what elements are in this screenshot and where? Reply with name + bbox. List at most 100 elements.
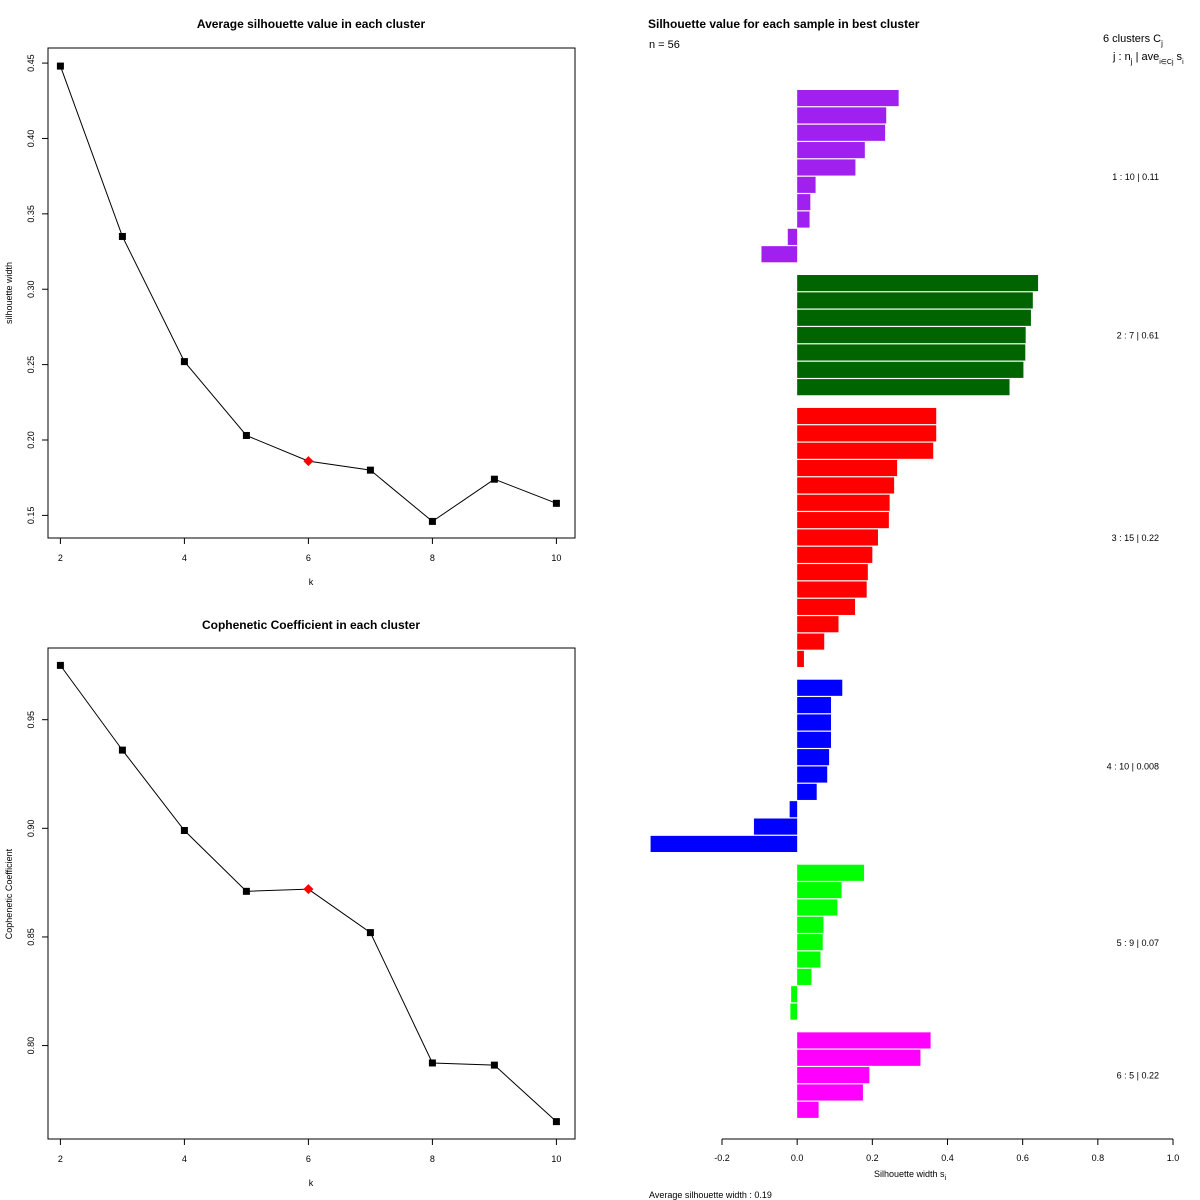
cophenetic-chart-title: Cophenetic Coefficient in each cluster — [202, 618, 420, 632]
data-point — [552, 1118, 560, 1126]
cophenetic-line-chart: Cophenetic Coefficient in each cluster 2… — [4, 618, 576, 1188]
silhouette-line-chart: Average silhouette value in each cluster… — [4, 17, 576, 587]
silhouette-bar — [797, 766, 828, 783]
data-point — [490, 475, 498, 483]
data-point — [118, 232, 126, 240]
silhouette-bar — [797, 916, 824, 933]
cluster-label: 3 : 15 | 0.22 — [1112, 533, 1159, 543]
silhouette-bar — [797, 951, 821, 968]
silhouette-bar — [787, 228, 798, 245]
clusters-header-line2: j : nj | avei∈Cj si — [1112, 51, 1184, 66]
silhouette-bar — [797, 714, 831, 731]
data-point — [366, 929, 374, 937]
silhouette-bar — [797, 749, 830, 766]
data-point — [552, 499, 560, 507]
data-point — [56, 661, 64, 669]
x-tick-label: 4 — [182, 1154, 187, 1164]
silhouette-bar — [797, 899, 838, 916]
silhouette-bar — [797, 1049, 921, 1066]
best-k-point — [303, 884, 314, 895]
x-tick-label: 0.2 — [866, 1153, 879, 1163]
cophenetic-y-label: Cophenetic Coefficient — [4, 848, 14, 939]
best-k-point — [303, 456, 314, 467]
silhouette-bar — [797, 124, 886, 141]
cluster-label: 2 : 7 | 0.61 — [1117, 331, 1159, 341]
y-tick-label: 0.15 — [26, 507, 36, 525]
silhouette-bar — [797, 968, 812, 985]
x-tick-label: 0.8 — [1092, 1153, 1105, 1163]
clusters-header-line1: 6 clusters Cj — [1103, 33, 1163, 48]
silhouette-bar — [797, 107, 887, 124]
x-tick-label: 0.0 — [791, 1153, 804, 1163]
silhouette-bar — [797, 176, 816, 193]
silhouette-bar — [650, 835, 798, 852]
silhouette-bar — [797, 425, 937, 442]
silhouette-bar — [791, 986, 798, 1003]
silhouette-bar — [797, 882, 842, 899]
silhouette-width-label: Silhouette width si — [874, 1169, 947, 1182]
cluster-label: 4 : 10 | 0.008 — [1107, 761, 1159, 771]
x-tick-label: 6 — [306, 553, 311, 563]
cluster-labels: 1 : 10 | 0.11 2 : 7 | 0.61 3 : 15 | 0.22 4 … — [1107, 172, 1159, 1081]
y-tick-label: 0.35 — [26, 205, 36, 223]
silhouette-bar — [797, 512, 889, 529]
x-tick-label: 6 — [306, 1154, 311, 1164]
silhouette-bar — [790, 1003, 798, 1020]
silhouette-bar — [789, 801, 798, 818]
silhouette-bar — [797, 407, 937, 425]
silhouette-bar — [797, 211, 810, 228]
silhouette-bar — [797, 581, 867, 598]
y-tick-label: 0.95 — [26, 711, 36, 729]
x-tick-label: 1.0 — [1167, 1153, 1180, 1163]
silhouette-bar — [797, 494, 890, 511]
silhouette-chart-title: Average silhouette value in each cluster — [197, 17, 426, 31]
cophenetic-y-axis: 0.80 0.85 0.90 0.95 — [26, 711, 49, 1054]
silhouette-bar — [797, 1032, 931, 1049]
silhouette-bar — [753, 818, 798, 835]
data-point — [118, 746, 126, 754]
silhouette-width-axis: -0.2 0.0 0.2 0.4 0.6 0.8 1.0 — [714, 1138, 1180, 1163]
silhouette-bar — [797, 344, 1026, 361]
x-tick-label: 0.6 — [1016, 1153, 1029, 1163]
data-point — [428, 1059, 436, 1067]
data-point — [428, 517, 436, 525]
x-tick-label: 8 — [430, 553, 435, 563]
silhouette-bar — [797, 379, 1010, 396]
silhouette-x-label: k — [309, 577, 314, 587]
sample-count-label: n = 56 — [649, 39, 680, 51]
x-tick-label: 2 — [58, 553, 63, 563]
data-point — [490, 1061, 498, 1069]
y-tick-label: 0.40 — [26, 130, 36, 148]
silhouette-bar — [797, 460, 898, 477]
silhouette-bar — [797, 697, 831, 714]
data-point — [242, 887, 250, 895]
silhouette-x-axis: 2 4 6 8 10 — [58, 537, 561, 563]
silhouette-bar — [797, 564, 868, 581]
silhouette-bars — [650, 90, 1039, 1118]
cophenetic-x-label: k — [309, 1178, 314, 1188]
x-tick-label: 0.4 — [941, 1153, 954, 1163]
y-tick-label: 0.25 — [26, 356, 36, 374]
data-point — [366, 466, 374, 474]
silhouette-bar — [797, 934, 823, 951]
silhouette-bar — [761, 246, 798, 263]
silhouette-bar — [797, 1084, 863, 1101]
cophenetic-x-axis: 2 4 6 8 10 — [58, 1138, 561, 1164]
silhouette-bar — [797, 731, 831, 748]
data-point — [180, 826, 188, 834]
x-tick-label: 2 — [58, 1154, 63, 1164]
silhouette-bar — [797, 159, 856, 176]
data-point — [242, 431, 250, 439]
x-tick-label: 8 — [430, 1154, 435, 1164]
silhouette-y-axis: 0.15 0.20 0.25 0.30 0.35 0.40 0.45 — [26, 54, 49, 525]
cophenetic-series — [56, 661, 560, 1126]
silhouette-plot-title: Silhouette value for each sample in best… — [648, 17, 920, 31]
silhouette-bar — [797, 783, 817, 800]
silhouette-bar — [797, 546, 873, 563]
silhouette-bar — [797, 633, 825, 650]
silhouette-bar — [797, 616, 839, 633]
silhouette-bar — [797, 361, 1024, 378]
data-point — [180, 358, 188, 366]
